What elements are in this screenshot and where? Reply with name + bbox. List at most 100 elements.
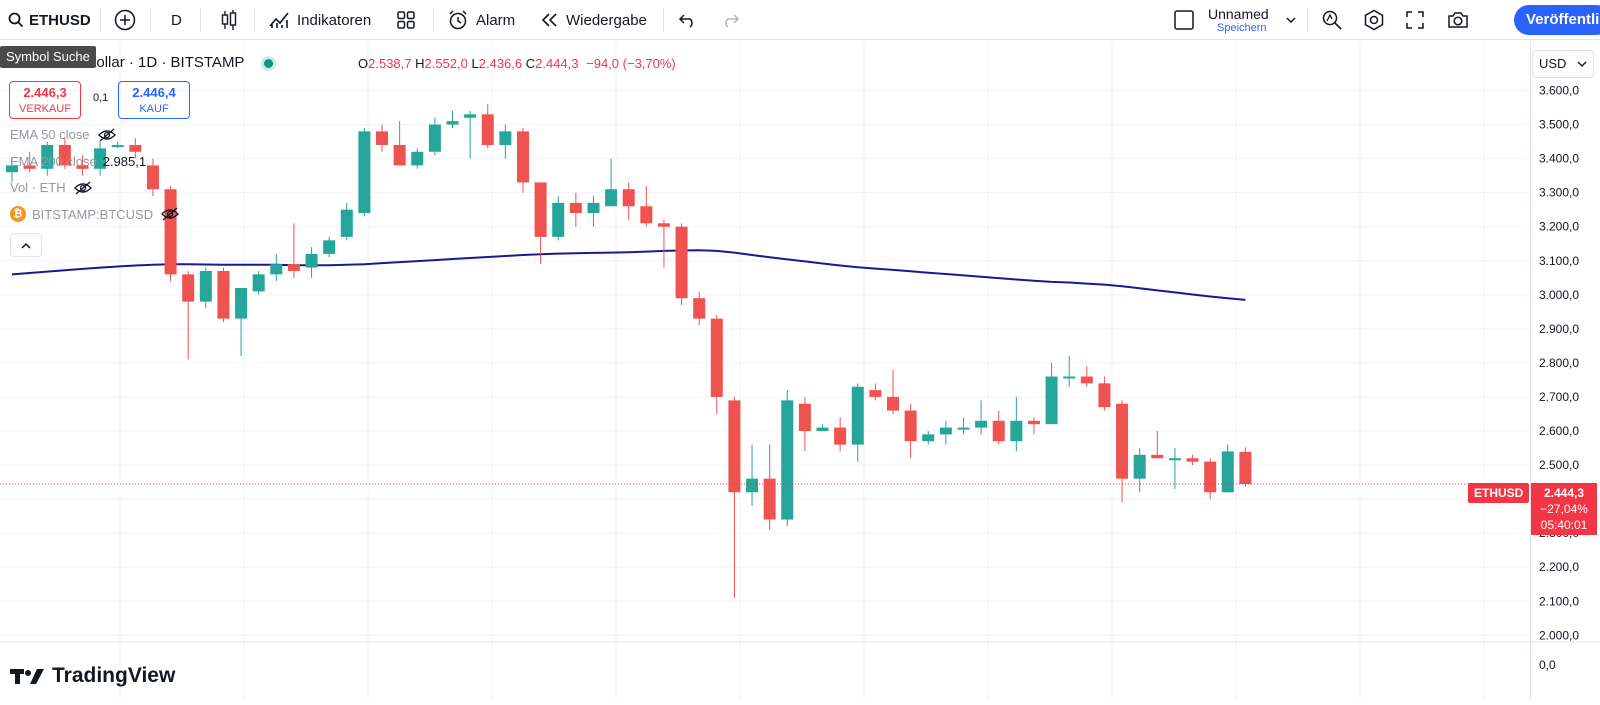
collapse-legend-button[interactable] — [10, 233, 42, 257]
candle — [922, 431, 935, 445]
indicator-label: EMA 200 close — [10, 154, 97, 169]
candle — [58, 138, 71, 169]
eye-off-icon[interactable] — [97, 128, 116, 142]
alert-button[interactable]: Alarm — [447, 0, 515, 40]
indicator-ema-50[interactable]: EMA 50 close — [10, 127, 116, 142]
candle-body — [305, 253, 318, 268]
spread-value: 0,1 — [93, 92, 109, 104]
candle — [182, 270, 195, 360]
sell-price: 2.446,3 — [23, 85, 67, 100]
price-tick-label: 2.000,0 — [1539, 628, 1579, 642]
interval-button[interactable]: D — [171, 11, 182, 29]
indicators-button[interactable]: Indikatoren — [268, 0, 371, 40]
buy-label: KAUF — [139, 103, 169, 115]
indicators-icon — [269, 12, 289, 28]
candle-body — [781, 400, 794, 520]
candle — [411, 148, 424, 169]
redo-button[interactable] — [720, 0, 740, 40]
settings-button[interactable] — [1363, 0, 1385, 40]
toolbar-divider — [663, 8, 664, 32]
templates-button[interactable] — [396, 0, 416, 40]
candle-body — [164, 189, 177, 275]
price-tick-label: 3.100,0 — [1539, 254, 1579, 268]
candle — [235, 287, 248, 357]
buy-button[interactable]: 2.446,4 KAUF — [118, 81, 190, 119]
indicator-ema-200[interactable]: EMA 200 close 2.985,1 — [10, 154, 146, 169]
candle — [287, 223, 300, 278]
layout-checkbox[interactable] — [1173, 0, 1195, 40]
candle-body — [763, 478, 776, 520]
price-tick-label: 2.700,0 — [1539, 390, 1579, 404]
candle — [992, 410, 1005, 445]
candle-body — [235, 287, 248, 319]
candle — [1168, 448, 1181, 489]
candle — [1186, 454, 1199, 466]
price-chart[interactable] — [0, 42, 1530, 700]
candle — [23, 151, 36, 173]
eye-off-icon[interactable] — [73, 181, 92, 195]
replay-button[interactable]: Wiedergabe — [540, 0, 647, 40]
candle-body — [816, 427, 829, 431]
undo-button[interactable] — [678, 0, 698, 40]
alarm-clock-icon — [449, 10, 467, 30]
indicator-label: BITSTAMP:BTCUSD — [32, 206, 154, 222]
price-axis[interactable]: 3.600,0 3.500,0 3.400,0 3.300,0 3.200,0 3.100… — [1530, 42, 1600, 700]
gear-icon — [1364, 9, 1384, 31]
alert-label: Alarm — [476, 11, 516, 29]
candle-body — [710, 318, 723, 397]
quick-search-button[interactable] — [1321, 0, 1343, 40]
candle-body — [217, 270, 230, 319]
symbol-name: ETHUSD — [29, 11, 91, 29]
candle — [1204, 458, 1217, 500]
logo-text: TradingView — [52, 664, 176, 687]
candle — [887, 369, 899, 414]
candle-body — [834, 427, 847, 445]
candle-body — [76, 165, 89, 169]
chevron-down-icon — [1286, 17, 1296, 24]
candle — [1239, 447, 1252, 487]
candle-body — [851, 386, 864, 445]
candle — [869, 383, 882, 401]
candle — [622, 182, 635, 220]
sell-button[interactable]: 2.446,3 VERKAUF — [9, 81, 81, 119]
candle-body — [464, 114, 477, 118]
candle — [270, 253, 283, 282]
candle — [640, 185, 653, 227]
toolbar-divider — [150, 8, 151, 32]
candle-body — [1027, 420, 1040, 425]
candle-body — [516, 131, 529, 183]
chevron-down-icon — [1577, 61, 1587, 67]
price-tick-label: 2.200,0 — [1539, 560, 1579, 574]
candle — [1133, 448, 1146, 493]
price-tick-label: 2.500,0 — [1539, 458, 1579, 472]
top-toolbar: ETHUSD D Indikatoren Alarm Wiedergabe Un… — [0, 0, 1600, 40]
candle — [464, 110, 477, 159]
candle — [376, 124, 389, 152]
candle-body — [957, 427, 970, 430]
last-price-symbol-label: ETHUSD — [1468, 483, 1530, 503]
fullscreen-button[interactable] — [1405, 0, 1425, 40]
publish-button[interactable]: Veröffentli — [1514, 5, 1600, 35]
layout-dropdown[interactable] — [1285, 0, 1297, 40]
candle-body — [287, 264, 300, 271]
layout-menu[interactable]: Unnamed Speichern — [1208, 0, 1269, 40]
compare-button[interactable] — [114, 0, 136, 40]
redo-icon — [725, 14, 740, 28]
currency-selector[interactable]: USD — [1532, 50, 1594, 78]
candle — [569, 192, 582, 227]
candle — [1080, 366, 1093, 387]
eye-off-icon[interactable] — [161, 207, 180, 221]
tradingview-logo[interactable]: TradingView — [10, 664, 175, 688]
chart-type-button[interactable] — [219, 0, 239, 40]
candle-body — [111, 144, 124, 147]
candle — [798, 396, 811, 452]
symbol-search[interactable]: ETHUSD — [8, 0, 91, 40]
candle-body — [1010, 420, 1023, 442]
candle-body — [41, 144, 54, 169]
candle-body — [975, 420, 988, 428]
indicator-volume[interactable]: Vol · ETH — [10, 180, 92, 195]
indicator-btcusd[interactable]: ₿ BITSTAMP:BTCUSD — [10, 206, 180, 222]
screenshot-button[interactable] — [1446, 0, 1470, 40]
candle-body — [6, 165, 18, 173]
chevron-up-icon — [21, 242, 31, 249]
